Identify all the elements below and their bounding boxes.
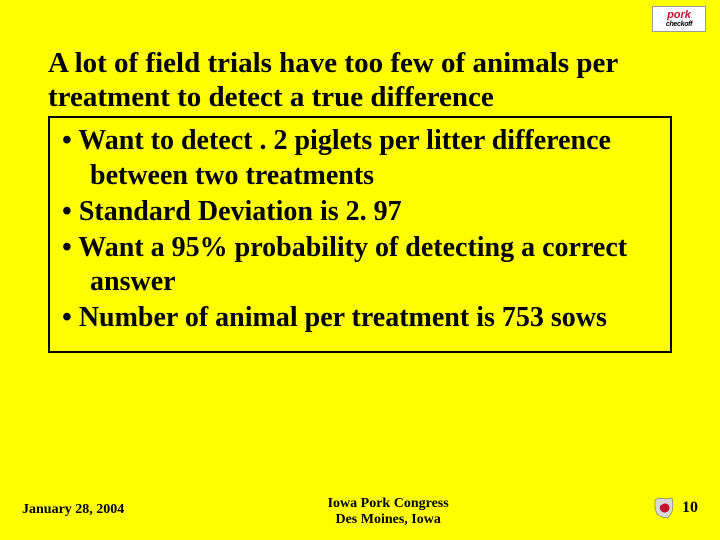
pork-checkoff-logo: pork checkoff: [652, 6, 706, 32]
footer-venue-line1: Iowa Pork Congress: [124, 496, 652, 512]
slide-footer: January 28, 2004 Iowa Pork Congress Des …: [0, 496, 720, 528]
logo-line1: pork: [667, 10, 691, 21]
bullet-item: Standard Deviation is 2. 97: [62, 195, 658, 229]
slide-content: A lot of field trials have too few of an…: [48, 46, 672, 353]
footer-date: January 28, 2004: [22, 502, 124, 528]
ohio-icon: [652, 496, 676, 520]
bullets-box: Want to detect . 2 piglets per litter di…: [48, 116, 672, 353]
bullet-item: Want to detect . 2 piglets per litter di…: [62, 124, 658, 192]
bullet-list: Want to detect . 2 piglets per litter di…: [62, 124, 658, 335]
footer-venue-line2: Des Moines, Iowa: [124, 512, 652, 528]
logo-line2: checkoff: [666, 21, 692, 28]
footer-venue: Iowa Pork Congress Des Moines, Iowa: [124, 496, 652, 528]
page-number: 10: [682, 499, 698, 517]
slide-title: A lot of field trials have too few of an…: [48, 46, 672, 114]
bullet-item: Number of animal per treatment is 753 so…: [62, 301, 658, 335]
footer-right: 10: [652, 496, 698, 528]
bullet-item: Want a 95% probability of detecting a co…: [62, 231, 658, 299]
